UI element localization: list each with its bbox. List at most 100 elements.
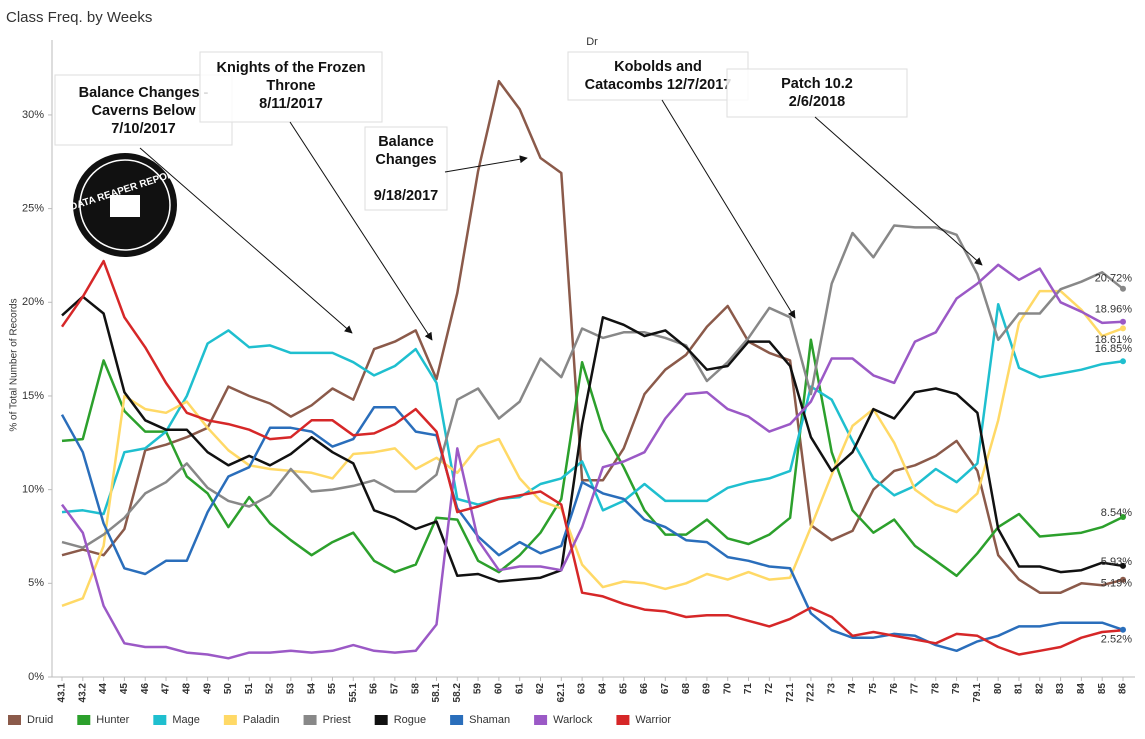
x-tick-label: 81 (1014, 683, 1025, 695)
annotation-text: Changes (375, 152, 436, 168)
legend-label: Rogue (394, 714, 426, 726)
annotation-text: Caverns Below (92, 103, 197, 119)
end-marker (1120, 514, 1126, 521)
annotation-text: 8/11/2017 (259, 96, 323, 112)
x-tick-label: 58.1 (431, 683, 442, 703)
legend-swatch (303, 715, 317, 725)
value-label: 18.61% (1095, 334, 1133, 346)
x-tick-label: 76 (889, 683, 900, 695)
x-tick-label: 75 (868, 683, 879, 695)
legend-label: Shaman (469, 714, 510, 726)
annotation-text: Knights of the Frozen (216, 60, 365, 76)
series-line (60, 263, 1124, 660)
x-tick-label: 72.1 (785, 683, 796, 703)
y-tick-label: 5% (28, 577, 44, 589)
annotation-arrow (289, 121, 433, 341)
annotation-box (199, 51, 383, 123)
x-tick-label: 63 (577, 683, 588, 695)
value-label: 8.54% (1101, 507, 1132, 519)
logo: DATA REAPER REPORT (69, 153, 181, 257)
x-tick-label: 50 (223, 683, 234, 695)
annotation-text: 9/18/2017 (374, 188, 439, 204)
end-marker (1120, 562, 1126, 569)
x-tick-label: 80 (993, 683, 1004, 695)
y-tick-label: 0% (28, 671, 44, 683)
annotation-box (364, 126, 448, 211)
series-line (61, 79, 1124, 594)
series-line (61, 338, 1124, 578)
x-tick-label: 86 (1118, 683, 1129, 695)
x-tick-label: 73 (826, 683, 837, 695)
annotation-text: Balance (378, 134, 434, 150)
end-marker (1120, 358, 1126, 365)
x-tick-label: 55 (327, 683, 338, 695)
legend-label: Hunter (96, 714, 129, 726)
value-label: 5.19% (1101, 578, 1132, 590)
value-label: 18.96% (1095, 304, 1133, 316)
legend-swatch (374, 715, 388, 725)
annotation-text: Kobolds and (614, 59, 702, 75)
x-tick-label: 77 (910, 683, 921, 695)
x-tick-label: 72.2 (806, 683, 817, 703)
x-tick-label: 44 (98, 683, 109, 695)
legend-swatch (8, 715, 21, 725)
y-tick-label: 30% (22, 109, 44, 121)
x-tick-label: 46 (140, 683, 151, 695)
legend-swatch (534, 715, 548, 725)
x-tick-label: 83 (1055, 683, 1066, 695)
x-tick-label: 66 (639, 683, 650, 695)
x-tick-label: 45 (119, 683, 130, 695)
y-tick-label: 15% (22, 390, 44, 402)
header: Dr (586, 36, 598, 48)
y-tick-label: 10% (22, 484, 44, 496)
end-marker (1120, 576, 1126, 583)
value-label: 5.93% (1101, 556, 1132, 568)
end-marker (1120, 626, 1126, 633)
legend-swatch (77, 715, 91, 725)
chart-title: Class Freq. by Weeks (6, 9, 152, 26)
annotation-text: 7/10/2017 (111, 121, 176, 137)
x-tick-label: 43.2 (77, 683, 88, 703)
x-tick-label: 60 (494, 683, 505, 695)
x-tick-label: 64 (598, 683, 609, 695)
series-line (61, 224, 1124, 549)
value-label: 16.85% (1095, 343, 1133, 355)
x-tick-label: 74 (847, 683, 858, 695)
x-tick-label: 51 (244, 683, 255, 695)
x-tick-label: 62 (535, 683, 546, 695)
annotation-arrow (139, 147, 353, 334)
x-tick-label: 55.1 (348, 683, 359, 703)
series-line (61, 295, 1124, 583)
x-tick-label: 68 (681, 683, 692, 695)
annotation-arrow (444, 155, 528, 173)
legend-label: Warrior (635, 714, 671, 726)
end-marker (1120, 325, 1126, 332)
y-axis-label: % of Total Number of Records (9, 298, 20, 431)
annotation-arrow (661, 99, 796, 319)
x-tick-label: 71 (743, 683, 754, 695)
x-tick-label: 58 (410, 683, 421, 695)
logo-ring (79, 159, 171, 251)
end-marker (1120, 318, 1126, 325)
legend-label: Priest (323, 714, 351, 726)
annotation-arrow (814, 116, 983, 266)
x-tick-label: 48 (181, 683, 192, 695)
logo-icon (110, 195, 140, 217)
legend-label: Druid (27, 714, 53, 726)
legend-swatch (616, 715, 630, 725)
end-marker (1120, 285, 1126, 292)
annotation-text: Throne (266, 78, 315, 94)
annotation-box (726, 68, 908, 118)
series-line (61, 289, 1124, 607)
x-tick-label: 58.2 (452, 683, 463, 703)
legend-label: Warlock (553, 714, 593, 726)
x-tick-label: 84 (1076, 683, 1087, 695)
annotation-text: 2/6/2018 (789, 94, 845, 110)
x-tick-label: 56 (369, 683, 380, 695)
annotation-text: Balance Changes - (79, 85, 209, 101)
x-tick-label: 54 (306, 683, 317, 695)
x-tick-label: 67 (660, 683, 671, 695)
x-tick-label: 79 (951, 683, 962, 695)
y-tick-label: 20% (22, 296, 44, 308)
